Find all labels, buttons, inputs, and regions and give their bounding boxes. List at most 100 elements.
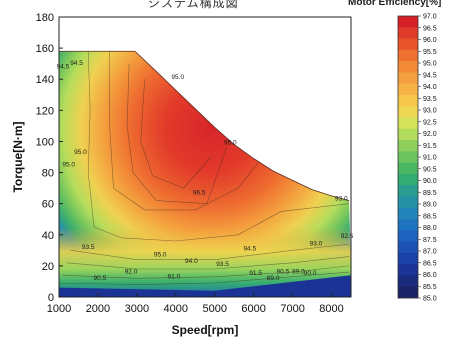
colorbar-tick-label: 89.5 [423,190,437,197]
colorbar-tick-label: 87.0 [423,249,437,256]
colorbar-tick-label: 97.0 [423,14,437,21]
y-tick-label: 160 [36,43,54,55]
colorbar-tick-label: 96.5 [423,25,437,32]
x-tick-label: 1000 [47,303,71,315]
colorbar-swatch [398,230,418,242]
figure-top-caption: システム構成図 [148,0,239,10]
y-tick-label: 20 [42,261,54,273]
contour-label: 93.0 [335,196,348,203]
colorbar-tick-label: 94.5 [423,72,437,79]
contour-label: 92.0 [125,269,138,276]
y-tick-label: 140 [36,74,54,86]
contour-label: 93.5 [216,261,229,268]
contour-label: 90.5 [94,275,107,282]
colorbar-swatch [398,286,418,299]
plot-frame [58,16,352,298]
colorbar-tick-label: 92.5 [423,119,437,126]
contour-line-6 [66,256,350,270]
colorbar-swatch [398,128,418,141]
y-tick-label: 180 [36,12,54,24]
colorbar-swatch [398,264,418,276]
colorbar-swatch [398,61,418,73]
x-tick-label: 5000 [202,303,226,315]
x-tick-label: 7000 [280,303,304,315]
colorbar-tick-label: 85.5 [423,284,437,291]
x-axis-label: Speed[rpm] [172,323,239,337]
colorbar-tick-label: 94.0 [423,84,437,91]
colorbar-tick-label: 87.5 [423,237,437,244]
contour-label: 95.0 [224,140,237,147]
colorbar-swatch [398,196,418,209]
colorbar-swatch [398,94,418,107]
contour-label: 95.0 [171,74,184,81]
colorbar-swatch [398,117,418,130]
contour-label: 95.0 [74,149,87,156]
contour-label: 93.0 [310,241,323,248]
colorbar-swatch [398,185,418,197]
contour-label: 90.0 [304,270,317,277]
colorbar-tick-label: 86.5 [423,260,437,267]
y-axis-label: Torque[N·m] [11,121,25,192]
contour-line-4 [140,79,212,189]
colorbar-swatch [398,140,418,152]
colorbar-tick-label: 91.0 [423,155,437,162]
contour-label: 94.5 [57,63,70,70]
colorbar-tick-label: 93.0 [423,108,437,115]
colorbar-swatch [398,241,418,254]
x-tick-label: 2000 [86,303,110,315]
colorbar-swatch [398,49,418,62]
colorbar-swatch [398,83,418,96]
contour-label: 95.0 [62,161,75,168]
colorbar-swatch [398,162,418,175]
colorbar-tick-label: 95.0 [423,61,437,68]
x-tick-label: 3000 [125,303,149,315]
contour-label: 94.0 [185,258,198,265]
colorbar-swatch [398,72,418,84]
colorbar-swatch [398,16,418,28]
y-tick-label: 60 [42,199,54,211]
colorbar-tick-label: 93.5 [423,96,437,103]
contour-line-8 [59,271,350,285]
x-tick-label: 6000 [241,303,265,315]
contour-label: 94.5 [70,60,83,67]
contour-label: 91.0 [168,273,181,280]
contour-line-1 [87,51,350,242]
y-tick-label: 0 [48,292,54,304]
colorbar-tick-label: 92.0 [423,131,437,138]
contour-line-2 [109,51,258,211]
contour-label: 90.5 [277,269,290,276]
y-tick-label: 80 [42,168,54,180]
contour-line-7 [62,265,350,279]
colorbar-title: Motor Efficiency[%] [348,0,442,8]
colorbar-tick-label: 85.0 [423,296,437,303]
contour-line-3 [126,63,227,204]
x-tick-label: 8000 [319,303,343,315]
contour-label: 91.5 [249,270,262,277]
contour-label: 89.0 [267,275,280,282]
colorbar-tick-label: 86.0 [423,272,437,279]
colorbar-tick-label: 90.0 [423,178,437,185]
y-tick-label: 40 [42,230,54,242]
colorbar-swatch [398,38,418,51]
colorbar-swatch [398,173,418,186]
colorbar-swatch [398,207,418,220]
colorbar-swatch [398,151,418,163]
colorbar-swatch [398,27,418,39]
colorbar-tick-label: 90.5 [423,166,437,173]
low-efficiency-band [59,275,351,297]
colorbar-tick-label: 96.0 [423,37,437,44]
y-tick-label: 120 [36,105,54,117]
colorbar-tick-label: 88.0 [423,225,437,232]
contour-label: 89.5 [292,269,305,276]
contour-label: 92.5 [341,233,354,240]
x-tick-label: 4000 [164,303,188,315]
contour-label: 94.5 [243,245,256,252]
colorbar-swatch [398,275,418,288]
y-tick-label: 100 [36,136,54,148]
contour-lines [59,51,350,285]
colorbar-tick-label: 89.0 [423,202,437,209]
contour-label: 96.5 [193,189,206,196]
contour-line-5 [70,243,350,260]
